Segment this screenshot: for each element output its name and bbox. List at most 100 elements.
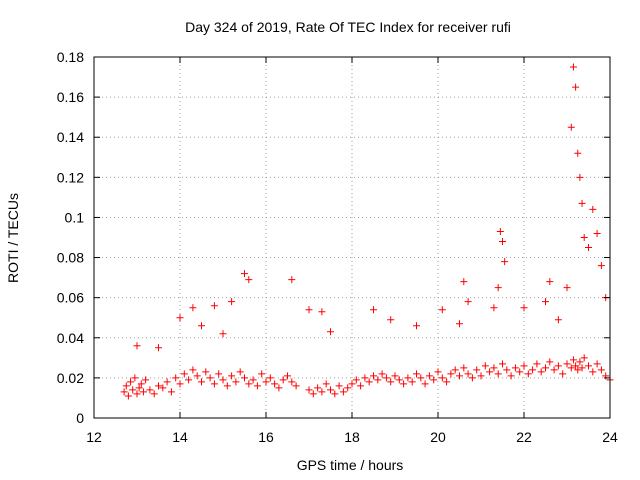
data-point [516,368,524,376]
data-point [228,372,236,380]
data-point [262,378,270,386]
data-point [481,362,489,370]
y-tick-labels: 0 0.02 0.04 0.06 0.08 0.1 0.12 0.14 0.16 0.18 [57,49,84,426]
data-point [215,370,223,378]
data-point [339,388,347,396]
x-tick-label: 22 [516,429,532,445]
data-point [135,384,143,392]
data-point [223,382,231,390]
data-point [494,284,502,292]
x-tick-labels: 12 14 16 18 20 22 24 [86,429,618,445]
data-point [155,382,162,390]
data-point [382,374,390,382]
data-point [524,370,532,378]
data-point [180,370,188,378]
data-point [305,306,313,314]
data-point [395,376,403,384]
data-point [185,376,193,384]
data-point [421,380,429,388]
y-tick-label: 0.14 [57,129,84,145]
data-point [176,380,184,388]
data-point [447,370,455,378]
data-point [473,366,481,374]
data-point [580,354,588,362]
data-point [327,386,334,394]
x-tick-label: 20 [430,429,446,445]
data-point [150,390,158,398]
data-point [146,386,154,394]
data-point [219,376,227,384]
data-point [288,276,296,284]
data-point [357,382,365,390]
data-point [546,358,554,366]
data-point [574,366,582,374]
data-point [597,366,605,374]
data-point [550,366,558,374]
data-point [391,372,399,380]
data-point [501,258,509,266]
data-point [322,380,330,388]
data-point [477,372,485,380]
y-tick-label: 0.18 [57,49,84,65]
data-point [438,374,446,382]
data-point [245,380,253,388]
x-axis-label: GPS time / hours [297,457,404,473]
data-point [597,262,605,270]
data-point [438,306,446,314]
data-point [266,374,274,382]
y-tick-label: 0.08 [57,250,84,266]
data-point [578,199,586,207]
data-point [374,376,382,384]
data-point [159,384,167,392]
x-tick-label: 16 [258,429,274,445]
data-point [206,374,214,382]
data-point [314,384,322,392]
data-point [413,322,420,330]
data-point [585,244,592,252]
y-tick-label: 0.06 [57,290,84,306]
data-point [563,284,571,292]
y-tick-label: 0.16 [57,89,84,105]
data-point [387,378,395,386]
data-point [228,298,236,306]
data-point [580,234,588,241]
x-tick-label: 18 [344,429,360,445]
data-point [456,372,463,380]
data-point [400,380,408,388]
data-point [408,378,416,386]
data-point [163,378,171,386]
y-tick-label: 0.12 [57,169,84,185]
data-point [327,328,334,336]
x-tick-label: 14 [172,429,188,445]
data-point [279,376,287,384]
data-point [202,368,210,376]
data-point [131,374,139,382]
data-point [404,374,412,382]
data-point [569,356,577,364]
x-tick-label: 12 [86,429,102,445]
data-point [494,370,502,378]
data-point [331,390,339,398]
data-point [198,378,205,386]
data-point [425,372,433,380]
data-point [417,374,425,382]
data-point [210,380,218,388]
data-point [378,370,386,378]
data-point [574,149,582,157]
data-point [511,364,519,372]
grid [94,57,610,418]
data-point [387,316,395,324]
data-point [554,362,562,370]
y-tick-label: 0 [76,410,84,426]
data-point [576,173,584,181]
data-point [572,362,580,370]
data-point [133,390,141,398]
y-tick-label: 0.02 [57,370,84,386]
data-point [413,370,420,378]
data-point [370,306,377,314]
data-point [496,227,504,235]
data-point [520,304,528,312]
data-point [318,308,326,316]
data-point [443,378,451,386]
